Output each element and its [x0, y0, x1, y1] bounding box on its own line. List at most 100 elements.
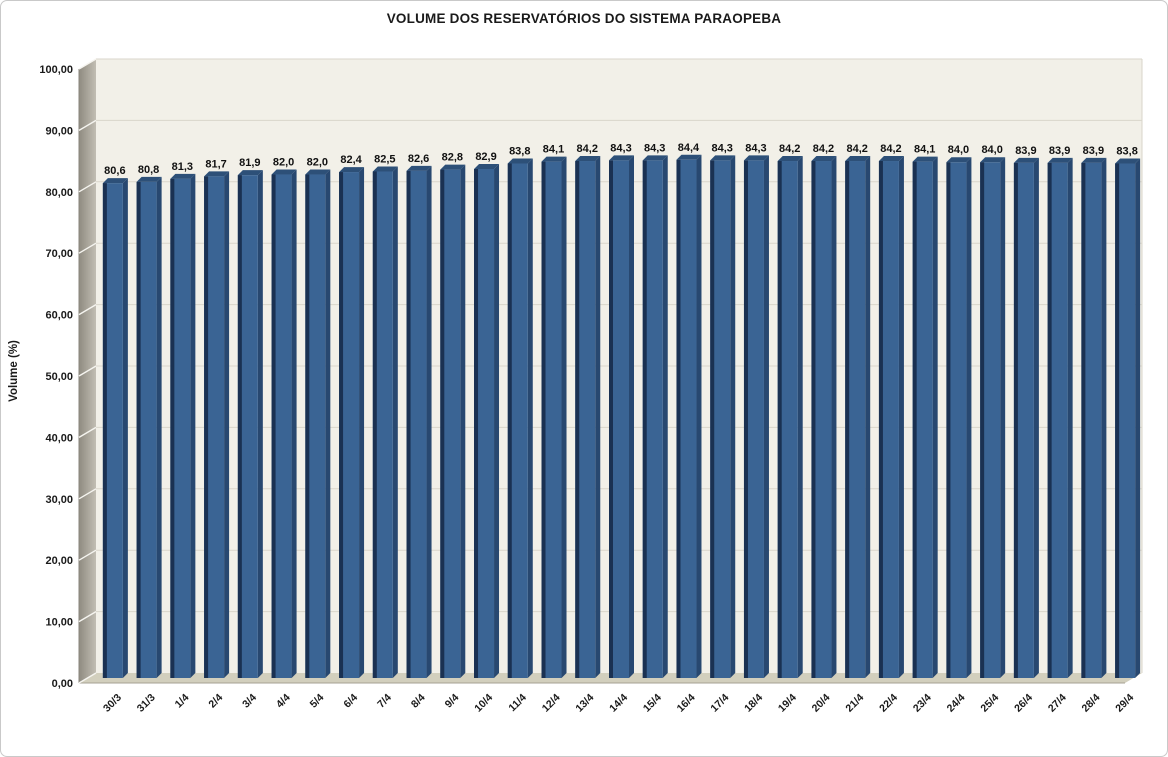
bar-value-label: 82,0: [307, 157, 328, 169]
bar-side-face: [1000, 157, 1006, 679]
x-tick-label: 5/4: [308, 692, 327, 711]
bar-top-face: [339, 167, 365, 173]
y-tick-label: 100,00: [39, 64, 73, 76]
x-tick-label: 16/4: [675, 692, 698, 715]
bar-side-face: [392, 166, 398, 678]
x-tick-label: 15/4: [641, 692, 664, 715]
side-wall-gridline: [78, 549, 97, 561]
bar-top-face: [305, 169, 331, 175]
x-tick-label: 23/4: [911, 692, 934, 715]
bar-side-face: [898, 156, 904, 679]
bar-side-face: [865, 156, 871, 679]
x-tick-label: 27/4: [1046, 692, 1069, 715]
bar-value-label: 84,3: [712, 142, 733, 154]
bar-value-label: 84,0: [948, 144, 969, 156]
bar-top-face: [946, 157, 972, 163]
bar-left-edge: [102, 183, 107, 678]
bar-left-edge: [743, 160, 748, 678]
bar-side-face: [325, 169, 331, 678]
side-wall-gridline: [78, 58, 97, 70]
bar-value-label: 84,2: [779, 143, 800, 155]
bar-value-label: 84,2: [846, 143, 867, 155]
bar-side-face: [257, 170, 263, 678]
bar-side-face: [291, 169, 297, 678]
bar-left-edge: [1081, 162, 1086, 678]
bar-front-face: [136, 181, 157, 678]
y-tick-label: 90,00: [45, 125, 73, 137]
bar-left-edge: [204, 176, 209, 678]
bar-left-edge: [1047, 162, 1052, 678]
bar: [1115, 158, 1141, 678]
bar-side-face: [1067, 157, 1073, 678]
y-tick-label: 40,00: [45, 432, 73, 444]
bar-front-face: [305, 174, 326, 678]
side-wall-gridline: [78, 426, 97, 439]
bar-side-face: [797, 156, 803, 679]
bar-front-face: [1013, 162, 1034, 678]
bar-front-face: [204, 176, 225, 678]
bar: [676, 154, 702, 678]
bar-value-label: 81,3: [172, 161, 193, 173]
bar-value-label: 83,9: [1015, 145, 1036, 157]
bar-top-face: [878, 156, 904, 162]
bar-side-face: [224, 171, 230, 678]
y-tick-label: 60,00: [45, 310, 73, 322]
x-tick-label: 11/4: [506, 692, 529, 715]
bar: [980, 157, 1006, 679]
y-tick-label: 70,00: [45, 248, 73, 260]
bar-top-face: [541, 156, 567, 162]
bar-front-face: [1115, 163, 1136, 678]
bar-value-label: 83,9: [1083, 145, 1104, 157]
bar-value-label: 82,8: [442, 152, 463, 164]
bar-top-face: [1081, 157, 1107, 163]
bar-left-edge: [440, 169, 445, 678]
bar-side-face: [662, 155, 668, 678]
x-tick-label: 1/4: [173, 692, 192, 711]
x-tick-label: 4/4: [274, 692, 293, 711]
bar-front-face: [339, 172, 360, 678]
bar-left-edge: [372, 171, 377, 678]
side-wall-gridline: [78, 488, 97, 500]
bar-top-face: [1013, 157, 1039, 163]
bar-side-face: [460, 164, 466, 678]
bar-left-edge: [710, 160, 715, 678]
chart-title: VOLUME DOS RESERVATÓRIOS DO SISTEMA PARA…: [387, 11, 782, 26]
bar-front-face: [642, 160, 663, 678]
bar: [372, 166, 398, 678]
x-tick-label: 31/3: [135, 692, 158, 715]
bar-value-label: 83,9: [1049, 145, 1070, 157]
bar-left-edge: [406, 170, 411, 678]
bar-side-face: [494, 163, 500, 678]
bar-front-face: [609, 160, 629, 678]
bar-left-edge: [541, 161, 546, 679]
bar-front-face: [474, 168, 495, 678]
bar-value-label: 83,8: [1116, 145, 1137, 157]
bar-front-face: [811, 161, 832, 679]
y-tick-label: 80,00: [45, 187, 73, 199]
bar-left-edge: [811, 161, 816, 679]
bar-front-face: [271, 174, 292, 678]
bar-left-edge: [1013, 162, 1018, 678]
bar-front-face: [1047, 162, 1068, 678]
bar-side-face: [122, 178, 128, 678]
bar-value-label: 84,2: [577, 143, 598, 155]
bar-side-face: [190, 173, 196, 678]
bar-top-face: [609, 155, 634, 161]
bar: [642, 155, 668, 678]
x-tick-label: 9/4: [443, 692, 462, 711]
bar-top-face: [912, 156, 938, 162]
bar-side-face: [561, 156, 567, 679]
bar: [102, 178, 128, 678]
x-tick-label: 14/4: [607, 692, 630, 715]
bar-series: [102, 154, 1141, 679]
bar-value-label: 84,2: [813, 143, 834, 155]
bar: [1081, 157, 1107, 678]
y-axis-title: Volume (%): [8, 340, 20, 402]
bar-value-label: 81,7: [205, 158, 226, 170]
x-tick-label: 2/4: [206, 692, 225, 711]
bar-side-face: [359, 167, 365, 678]
bar: [339, 167, 365, 678]
bar-top-face: [811, 156, 837, 162]
bar: [474, 163, 500, 678]
